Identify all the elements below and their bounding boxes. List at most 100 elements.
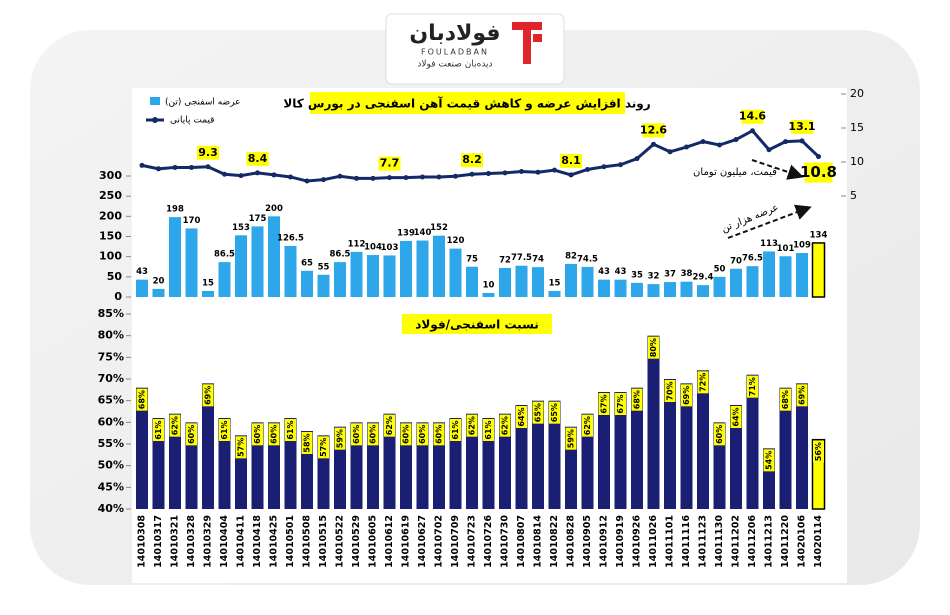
data-label: 61% [484,420,493,439]
data-label: 60% [270,425,279,444]
data-label: 69% [798,386,807,405]
data-label: 104 [364,243,382,253]
line-point [535,169,541,175]
bar [449,248,462,297]
bar [548,400,561,509]
x-tick-label: 14011101 [665,515,676,568]
bar [169,413,181,509]
data-label-bg [631,388,643,411]
data-label: 60% [435,425,444,444]
x-tick-label: 14010329 [203,515,214,568]
y-tick-label: 200 [99,209,122,222]
line-point [403,175,409,181]
data-label: 70% [666,381,675,400]
bar [185,228,198,297]
data-label: 37 [664,270,676,280]
x-tick-label: 14010814 [533,515,544,568]
bar [482,292,495,297]
data-label: 60% [418,425,427,444]
bar [746,266,759,297]
data-label-bg [197,145,219,160]
data-label: 74 [532,255,544,265]
line-point [651,141,656,147]
price-line [141,128,820,183]
line-point [436,174,442,180]
y-tick-label: 150 [99,230,122,243]
data-label: 113 [760,239,778,249]
data-label-bg [169,414,181,437]
bar [647,335,660,509]
y-tick-label: 100 [99,250,122,263]
data-label: 43 [136,267,148,277]
data-label: 7.7 [380,157,400,170]
legend-swatch [152,117,158,123]
x-tick-label: 14011026 [648,515,659,568]
line-point [387,175,392,181]
bar [796,253,808,297]
logo-icon [512,22,542,64]
bar [779,256,792,297]
data-label: 175 [249,214,267,224]
data-label-bg [516,406,527,428]
data-label: 68% [781,390,790,409]
data-label: 29.4 [693,273,714,283]
data-label: 38 [681,269,693,279]
data-label-bg [301,432,313,454]
line-point [766,147,772,153]
x-tick-label: 14010425 [269,515,280,568]
x-tick-label: 14010501 [285,515,296,568]
x-tick-label: 14010619 [401,515,412,568]
bar [466,413,478,509]
data-label: 60% [402,425,411,444]
chart-title: نسبت اسفنجی/فولاد [415,318,539,333]
y2-tick-label: 20 [850,87,864,100]
bar [515,405,528,509]
bar [383,255,396,297]
data-label-bg [202,384,214,407]
x-tick-label: 14020106 [797,515,808,568]
y2-tick-label: 5 [850,189,857,202]
y-tick-label: 50 [107,270,123,283]
data-label: 55 [318,262,330,272]
data-label: 62% [385,416,394,435]
x-tick-label: 14010605 [368,515,379,568]
logo-box [385,13,565,85]
line-point [700,139,706,145]
data-label-bg [714,423,725,446]
bar [598,279,610,297]
x-tick-label: 14010709 [450,515,461,568]
data-label-bg [483,419,494,441]
line-point [189,164,194,170]
y-tick-label: 250 [99,189,122,202]
line-point [205,164,211,170]
data-label-bg [219,419,230,441]
data-label-bg [780,388,791,411]
data-label: 20 [153,276,165,286]
x-tick-label: 14011130 [714,515,725,568]
bar [499,267,511,297]
data-label-bg [252,423,263,446]
bar [779,387,792,509]
data-label: 134 [810,230,828,240]
data-label: 14.6 [739,110,766,123]
data-label: 139 [397,228,415,238]
data-label-bg [367,423,379,446]
data-label-bg [598,393,610,415]
data-label: 62% [468,416,477,435]
line-point [585,166,590,172]
data-label: 170 [183,216,201,226]
data-label: 32 [648,272,660,282]
x-tick-label: 14010308 [137,515,148,568]
data-label: 60% [253,425,262,444]
bar [400,240,412,297]
line-point [816,154,821,160]
title-bg [402,314,552,334]
data-label-bg [186,423,197,446]
line-point [469,171,475,177]
data-label-bg [804,162,833,183]
data-label: 56% [814,442,823,461]
bar [466,266,478,297]
y-tick-label: 75% [98,350,124,363]
line-point [420,174,425,180]
data-label-bg [681,384,692,407]
